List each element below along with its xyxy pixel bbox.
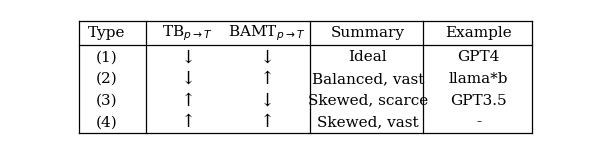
Text: Ideal: Ideal xyxy=(349,50,387,64)
Text: GPT3.5: GPT3.5 xyxy=(451,94,507,108)
Text: Type: Type xyxy=(88,26,126,40)
Text: ↓: ↓ xyxy=(259,48,274,66)
Text: Skewed, scarce: Skewed, scarce xyxy=(308,94,428,108)
Text: (3): (3) xyxy=(96,94,117,108)
Text: ↑: ↑ xyxy=(259,70,274,88)
Text: Skewed, vast: Skewed, vast xyxy=(317,115,418,129)
Text: ↑: ↑ xyxy=(180,92,195,110)
Text: ↑: ↑ xyxy=(180,113,195,131)
Text: (4): (4) xyxy=(96,115,117,129)
Text: GPT4: GPT4 xyxy=(458,50,500,64)
Text: Example: Example xyxy=(445,26,512,40)
Text: ↓: ↓ xyxy=(180,70,195,88)
Text: (2): (2) xyxy=(96,72,117,86)
Text: ↓: ↓ xyxy=(259,92,274,110)
Text: (1): (1) xyxy=(96,50,117,64)
Text: BAMT$_{p\rightarrow T}$: BAMT$_{p\rightarrow T}$ xyxy=(228,24,305,43)
Text: -: - xyxy=(476,115,481,129)
Text: Summary: Summary xyxy=(331,26,405,40)
Text: ↓: ↓ xyxy=(180,48,195,66)
Text: TB$_{p\rightarrow T}$: TB$_{p\rightarrow T}$ xyxy=(162,24,213,43)
Text: Balanced, vast: Balanced, vast xyxy=(312,72,424,86)
Text: ↑: ↑ xyxy=(259,113,274,131)
Text: llama*b: llama*b xyxy=(449,72,508,86)
